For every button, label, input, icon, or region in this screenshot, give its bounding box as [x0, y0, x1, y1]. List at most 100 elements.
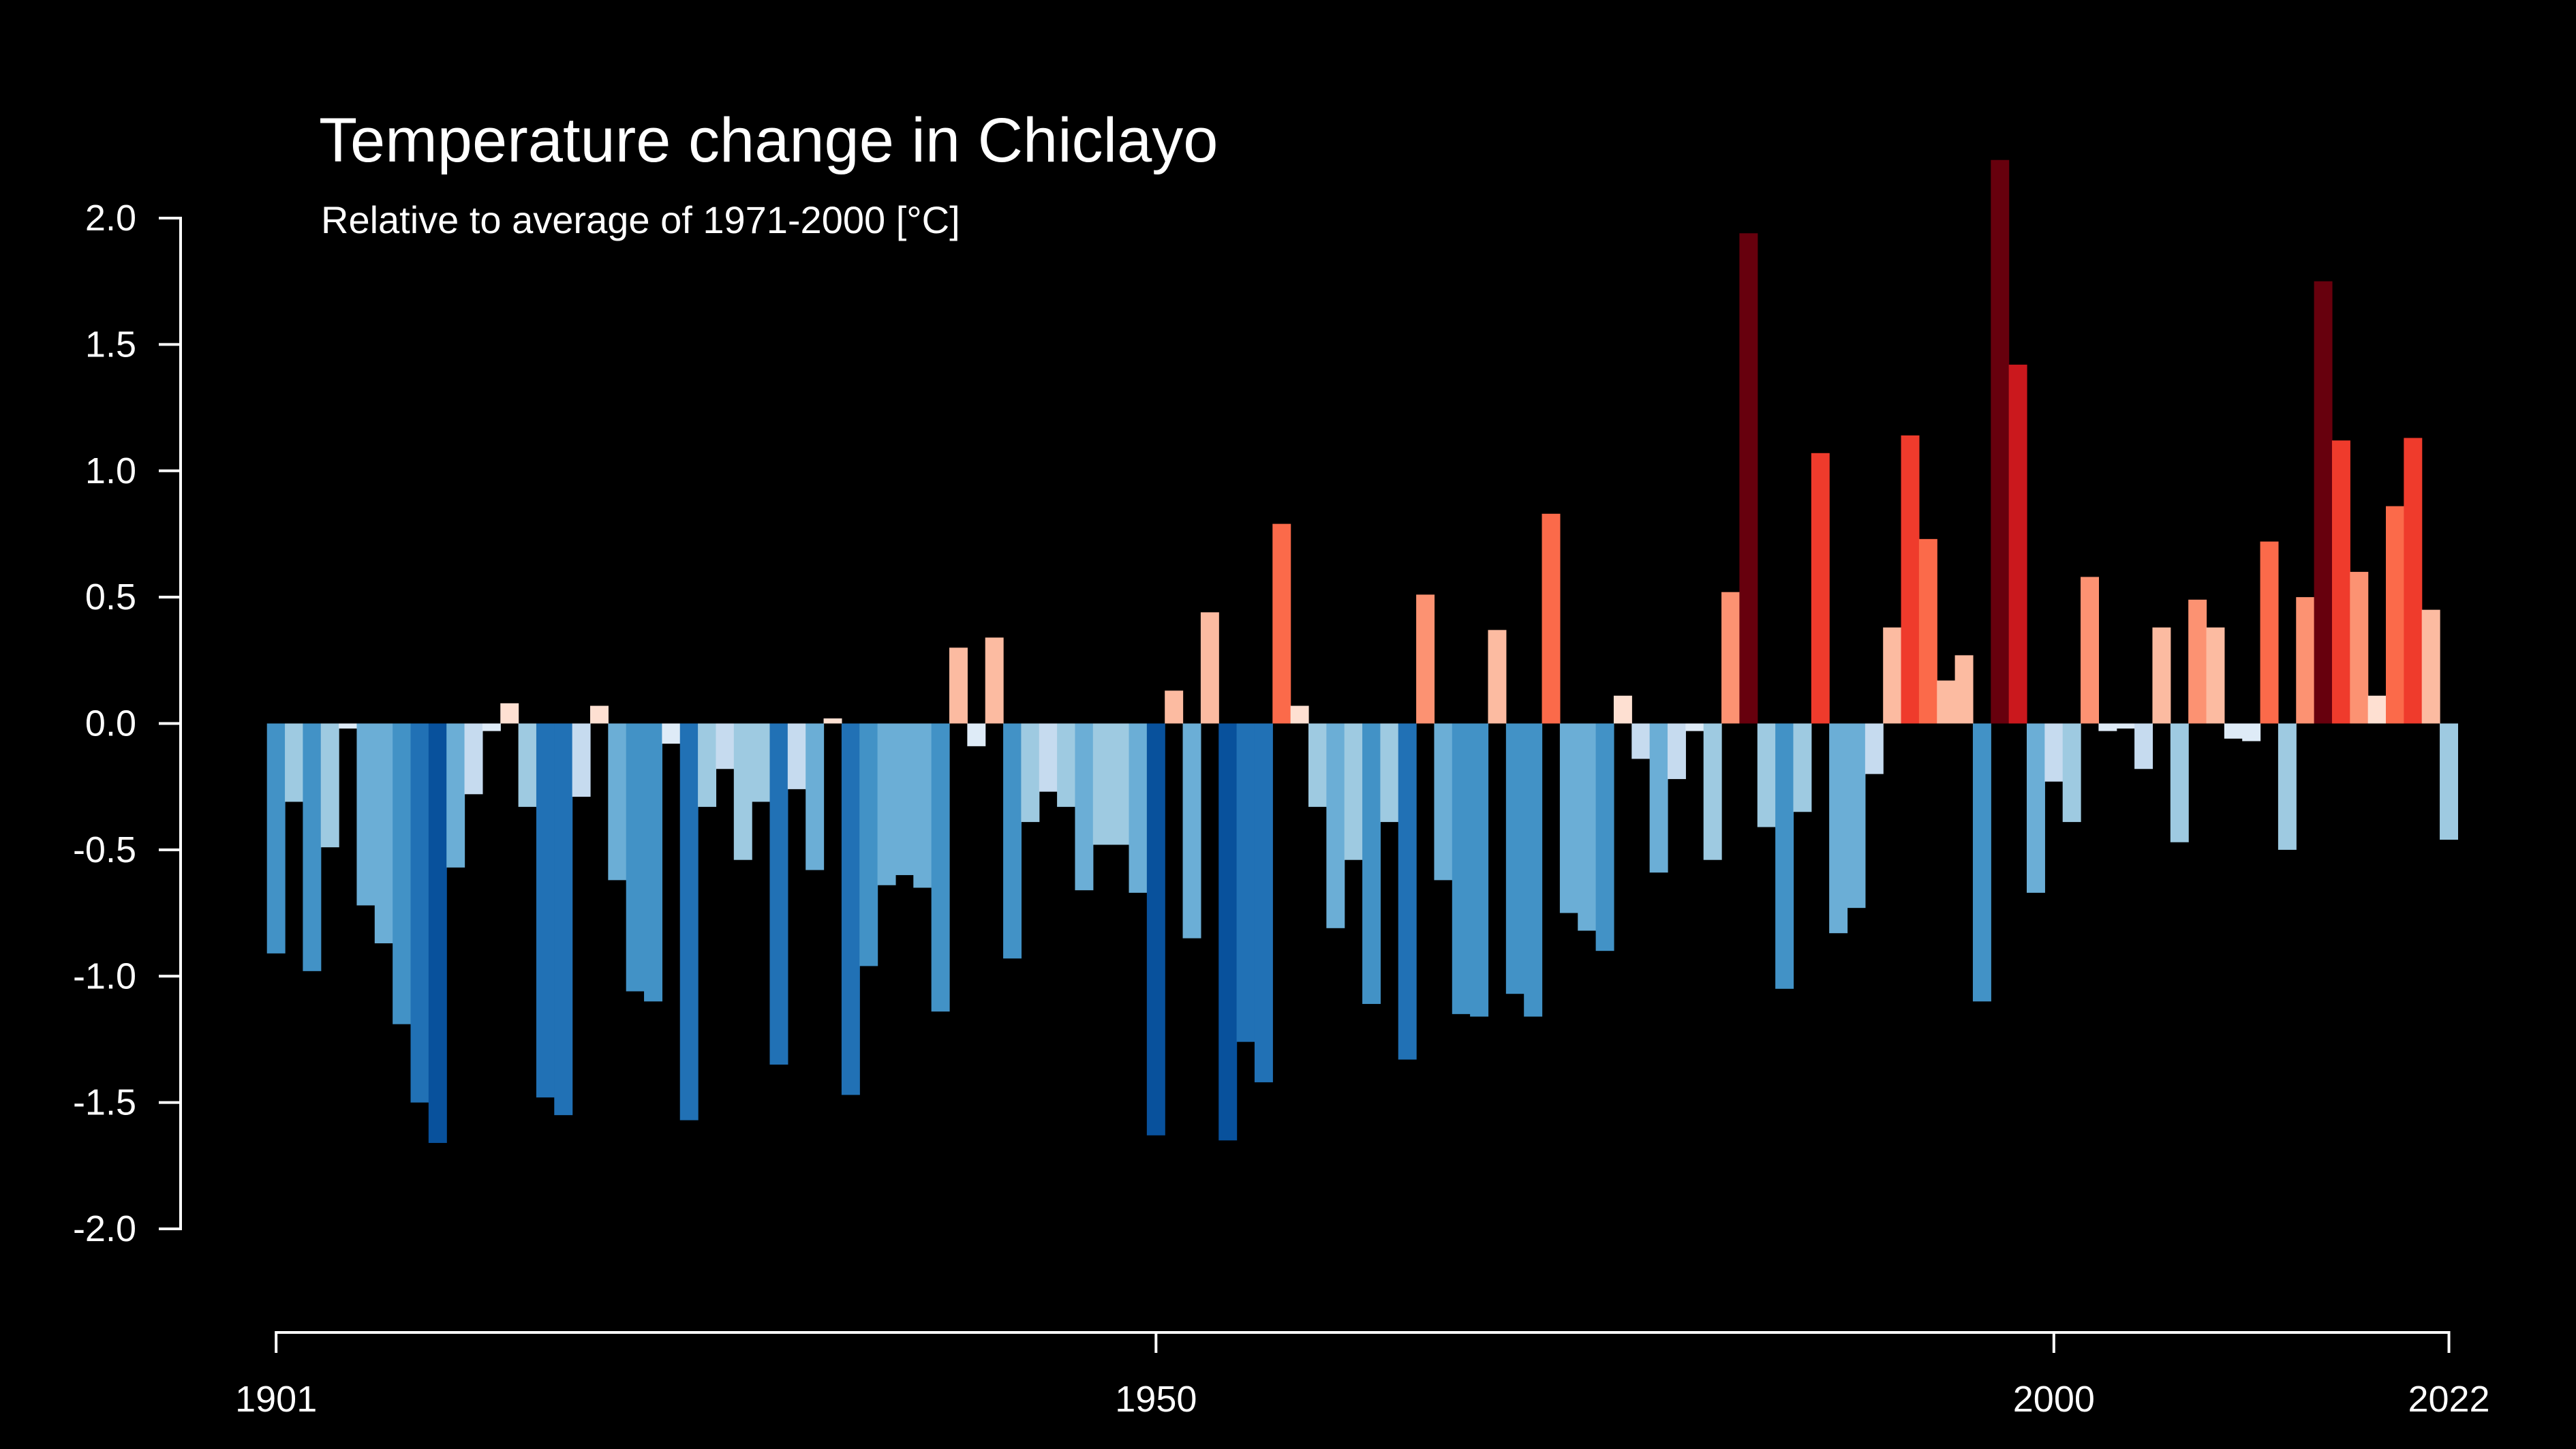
x-tick-label: 2000 [2013, 1379, 2095, 1420]
bar-2018 [2367, 695, 2387, 724]
x-tick-label: 1950 [1115, 1379, 1197, 1420]
x-tick-label: 2022 [2408, 1379, 2489, 1420]
bar-1939 [949, 647, 968, 724]
bar-2021 [2421, 609, 2440, 724]
bar-1908 [393, 723, 412, 1024]
y-tick-label: -2.0 [73, 1208, 136, 1249]
bar-2004 [2116, 723, 2135, 729]
bar-1904 [320, 723, 339, 848]
bar-1945 [1057, 723, 1076, 807]
bar-2011 [2242, 723, 2261, 742]
bar-1998 [2008, 365, 2027, 724]
bar-1980 [1685, 723, 1704, 731]
bar-1953 [1200, 612, 1219, 724]
bar-1910 [428, 723, 447, 1143]
bar-1915 [518, 723, 537, 807]
bar-1902 [285, 723, 303, 802]
bar-1983 [1739, 233, 1758, 724]
bar-2002 [2081, 577, 2099, 724]
bar-2020 [2404, 438, 2423, 724]
x-tick-label: 1901 [235, 1379, 317, 1420]
bar-2022 [2440, 723, 2458, 840]
bar-1927 [733, 723, 752, 860]
y-tick-label: 0.5 [85, 577, 136, 617]
y-ticks-group: 2.0 1.5 1.0 0.5 0.0 -0.5 -1.0 -1.5 -2.0 [73, 198, 182, 1249]
bar-1940 [967, 723, 986, 746]
chart-subtitle: Relative to average of 1971-2000 [°C] [321, 198, 960, 241]
bar-2014 [2296, 597, 2315, 724]
bar-2006 [2152, 627, 2171, 724]
bar-1911 [446, 723, 465, 868]
bar-1952 [1182, 723, 1201, 939]
bar-1924 [679, 723, 699, 1120]
bar-1965 [1416, 594, 1435, 724]
y-tick-label: -1.5 [73, 1082, 136, 1123]
bar-2013 [2278, 723, 2297, 850]
bar-1984 [1757, 723, 1776, 827]
bar-1957 [1272, 523, 1291, 724]
bar-1958 [1290, 705, 1309, 724]
bar-1992 [1901, 435, 1920, 724]
bar-1947 [1092, 723, 1111, 845]
bar-1948 [1111, 723, 1130, 845]
bar-1944 [1039, 723, 1058, 792]
bar-1989 [1847, 723, 1866, 909]
bar-1943 [1021, 723, 1040, 823]
bar-1991 [1883, 627, 1902, 724]
bar-1972 [1542, 513, 1561, 724]
bar-1969 [1488, 630, 1507, 724]
bar-1936 [895, 723, 914, 875]
bar-1946 [1075, 723, 1094, 891]
bar-1956 [1254, 723, 1273, 1082]
bar-1922 [644, 723, 662, 1002]
bar-1974 [1578, 723, 1597, 931]
bar-1951 [1165, 690, 1184, 724]
bar-1975 [1595, 723, 1614, 951]
bar-1916 [536, 723, 555, 1098]
bar-1961 [1344, 723, 1363, 860]
y-tick-label: 1.0 [85, 451, 136, 491]
x-ticks-group: 1901 1950 2000 2022 [235, 1331, 2490, 1420]
bar-2010 [2224, 723, 2243, 739]
chart-title: Temperature change in Chiclayo [319, 106, 1218, 175]
bar-1921 [626, 723, 645, 992]
bar-1903 [303, 723, 322, 971]
bar-1963 [1380, 723, 1399, 823]
y-tick-label: -0.5 [73, 829, 136, 870]
bar-1926 [716, 723, 735, 769]
bar-1978 [1649, 723, 1668, 873]
bar-1905 [339, 723, 358, 729]
bar-2012 [2260, 541, 2279, 724]
bar-2016 [2331, 440, 2350, 724]
bar-1959 [1308, 723, 1327, 807]
bar-1935 [877, 723, 896, 885]
y-tick-label: 1.5 [85, 324, 136, 365]
bar-1932 [823, 718, 842, 724]
bar-1976 [1613, 695, 1632, 724]
bar-1914 [500, 703, 519, 724]
bar-1994 [1937, 680, 1956, 724]
bar-1967 [1452, 723, 1471, 1014]
bar-1933 [841, 723, 860, 1095]
bar-1923 [662, 723, 681, 744]
bar-1962 [1362, 723, 1381, 1005]
bar-1917 [554, 723, 573, 1116]
bar-1999 [2027, 723, 2045, 893]
bar-1955 [1236, 723, 1255, 1042]
bar-1997 [1991, 159, 2010, 724]
bar-1906 [356, 723, 375, 906]
bar-1996 [1972, 723, 1991, 1002]
bar-2003 [2098, 723, 2117, 731]
bar-1907 [374, 723, 393, 944]
y-tick-label: 0.0 [85, 703, 136, 744]
bar-1949 [1129, 723, 1148, 893]
bar-1960 [1326, 723, 1345, 928]
bar-1901 [266, 723, 286, 954]
bar-2005 [2134, 723, 2153, 769]
y-tick-label: 2.0 [85, 198, 136, 239]
bar-1931 [806, 723, 825, 870]
bar-2008 [2188, 599, 2207, 724]
bar-1918 [572, 723, 591, 797]
